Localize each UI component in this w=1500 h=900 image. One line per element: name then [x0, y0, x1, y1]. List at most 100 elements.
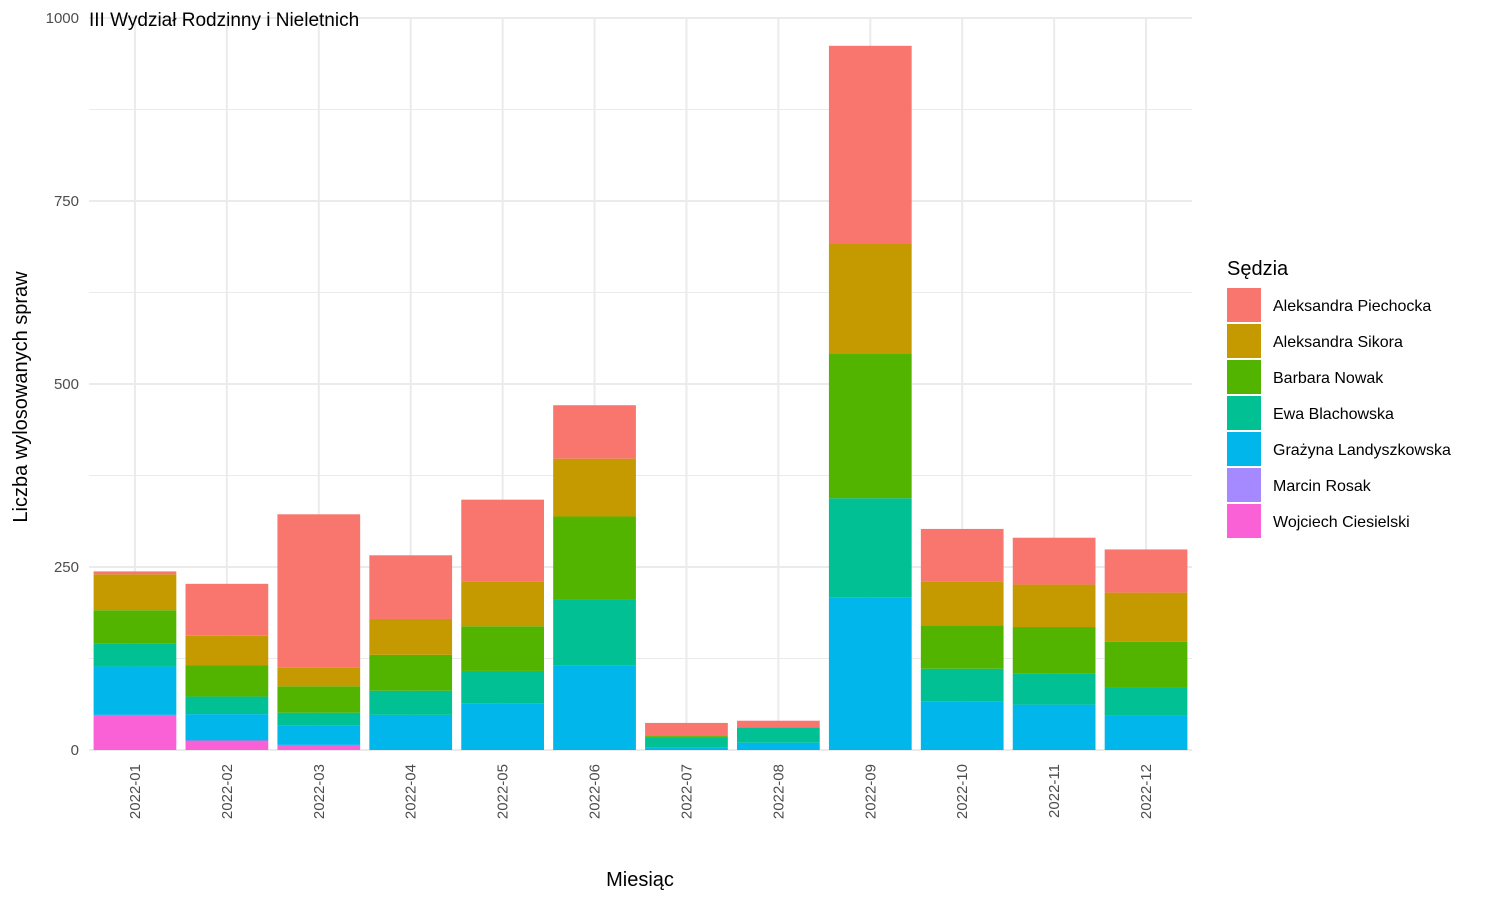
- bar-segment: [461, 670, 544, 704]
- bar-segment: [737, 742, 820, 750]
- legend-label: Aleksandra Piechocka: [1273, 298, 1431, 315]
- bar-segment: [553, 516, 636, 600]
- bar-segment: [185, 665, 269, 697]
- bar-segment: [277, 725, 361, 745]
- bar-segment: [645, 722, 728, 737]
- x-tick-label: 2022-06: [587, 764, 604, 819]
- y-tick-label: 750: [54, 193, 79, 210]
- bar-segment: [553, 665, 636, 750]
- bar-segment: [920, 625, 1004, 669]
- bar-segment: [553, 405, 636, 459]
- bar-segment: [277, 667, 361, 687]
- legend: Sędzia Aleksandra Piechocka Aleksandra Si…: [1227, 258, 1451, 538]
- bar-segment: [461, 626, 544, 671]
- bar-segment: [1012, 704, 1096, 750]
- bar-segment: [920, 668, 1004, 702]
- x-tick-label: 2022-05: [495, 764, 512, 819]
- x-tick-label: 2022-04: [403, 764, 420, 819]
- x-tick-label: 2022-02: [219, 764, 236, 819]
- legend-label: Grażyna Landyszkowska: [1273, 442, 1451, 459]
- legend-key: [1227, 324, 1261, 358]
- bar-segment: [1012, 537, 1096, 585]
- x-axis-ticks: 2022-01 2022-02 2022-03 2022-04 2022-05 2022-…: [127, 764, 1155, 819]
- legend-label: Wojciech Ciesielski: [1273, 514, 1410, 531]
- legend-label: Marcin Rosak: [1273, 478, 1372, 495]
- bar-segment: [369, 690, 453, 715]
- legend-key: [1227, 288, 1261, 322]
- bar-segment: [93, 643, 177, 667]
- bar-segment: [1104, 687, 1188, 716]
- bar-segment: [553, 599, 636, 666]
- y-axis-ticks: 0 250 500 750 1000: [46, 10, 79, 759]
- bar-segment: [369, 714, 453, 750]
- bar-segment: [553, 458, 636, 517]
- x-tick-label: 2022-10: [954, 764, 971, 819]
- bar-segment: [645, 736, 728, 738]
- bar-segment: [920, 581, 1004, 626]
- x-tick-label: 2022-07: [678, 764, 695, 819]
- x-axis-title: Miesiąc: [606, 869, 674, 891]
- bar-segment: [93, 574, 177, 611]
- legend-key: [1227, 504, 1261, 538]
- bar-segment: [920, 528, 1004, 582]
- bar-segment: [93, 666, 177, 715]
- bar-segment: [1104, 592, 1188, 642]
- chart-title: III Wydział Rodzinny i Nieletnich: [89, 10, 359, 31]
- bar-segment: [369, 555, 453, 619]
- bar-stacks: [93, 45, 1188, 750]
- bar-segment: [93, 714, 177, 750]
- y-tick-label: 1000: [46, 10, 79, 27]
- bar-segment: [645, 747, 728, 750]
- bar-segment: [828, 353, 912, 499]
- y-tick-label: 250: [54, 559, 79, 576]
- x-tick-label: 2022-03: [311, 764, 328, 819]
- legend-key: [1227, 396, 1261, 430]
- bar-segment: [277, 514, 361, 668]
- y-tick-label: 0: [71, 742, 79, 759]
- legend-label: Aleksandra Sikora: [1273, 334, 1403, 351]
- bar-segment: [369, 618, 453, 655]
- bar-segment: [185, 740, 269, 750]
- x-tick-label: 2022-12: [1138, 764, 1155, 819]
- bar-segment: [461, 703, 544, 750]
- x-tick-label: 2022-11: [1046, 764, 1063, 818]
- bar-segment: [277, 686, 361, 713]
- x-tick-label: 2022-08: [770, 764, 787, 819]
- bar-segment: [277, 744, 361, 750]
- bar-segment: [369, 654, 453, 691]
- bar-segment: [1104, 641, 1188, 688]
- y-axis-title: Liczba wylosowanych spraw: [10, 271, 32, 523]
- bar-segment: [1104, 715, 1188, 750]
- legend-label: Ewa Blachowska: [1273, 406, 1394, 423]
- x-tick-label: 2022-01: [127, 764, 144, 819]
- bar-segment: [185, 714, 269, 741]
- bar-segment: [93, 571, 177, 575]
- bar-segment: [828, 243, 912, 354]
- bar-segment: [828, 498, 912, 598]
- bar-segment: [277, 712, 361, 726]
- legend-key: [1227, 360, 1261, 394]
- bar-segment: [645, 737, 728, 748]
- bar-segment: [461, 581, 544, 627]
- bar-segment: [737, 720, 820, 728]
- y-tick-label: 500: [54, 376, 79, 393]
- bar-segment: [185, 696, 269, 715]
- bar-segment: [920, 701, 1004, 750]
- bar-segment: [828, 597, 912, 750]
- bar-segment: [828, 45, 912, 244]
- legend-label: Barbara Nowak: [1273, 370, 1384, 387]
- x-tick-label: 2022-09: [862, 764, 879, 819]
- bar-segment: [1104, 549, 1188, 593]
- legend-title: Sędzia: [1227, 258, 1289, 280]
- bar-segment: [93, 610, 177, 644]
- bar-segment: [185, 583, 269, 636]
- bar-segment: [1012, 584, 1096, 628]
- bar-segment: [1012, 673, 1096, 705]
- legend-key: [1227, 432, 1261, 466]
- bar-segment: [185, 635, 269, 666]
- bar-segment: [1012, 627, 1096, 674]
- bar-segment: [461, 499, 544, 582]
- legend-key: [1227, 468, 1261, 502]
- bar-segment: [737, 727, 820, 743]
